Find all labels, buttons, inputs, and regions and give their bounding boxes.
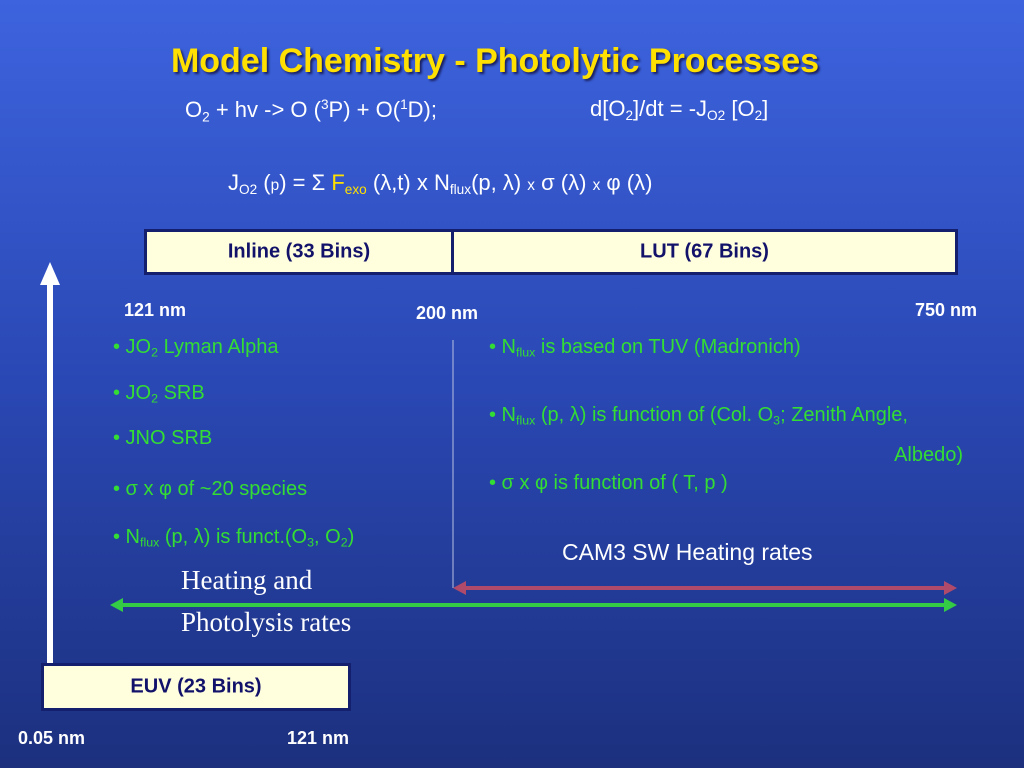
- heating-label: Photolysis rates: [181, 607, 352, 637]
- text-part: • σ x φ of ~20 species: [113, 478, 308, 500]
- wavelength-label: 200 nm: [416, 303, 479, 323]
- text-part: flux: [516, 413, 536, 428]
- text-part: • σ x φ is function of ( T, p ): [489, 472, 728, 494]
- text-part: ]: [762, 96, 769, 121]
- text-part: D);: [407, 97, 437, 123]
- text-part: exo: [344, 182, 367, 198]
- arrow-head: [40, 262, 60, 285]
- text-part: (λ,t) x N: [366, 170, 450, 195]
- text-part: [O: [725, 96, 755, 121]
- text-part: • JNO SRB: [113, 427, 213, 449]
- text-part: flux: [516, 345, 536, 360]
- text-part: is based on TUV (Madronich): [535, 336, 801, 358]
- text-part: (p, λ) is function of (Col. O: [535, 404, 774, 426]
- text-part: 2: [754, 108, 763, 124]
- heating-label: Heating and: [181, 565, 313, 595]
- text-part: 2: [340, 535, 348, 550]
- bin-label: Inline (33 Bins): [227, 240, 371, 263]
- equation: O2 + hv -> O (3P) + O(1D);: [185, 98, 437, 124]
- text-part: 3: [773, 413, 781, 428]
- text-part: 3: [307, 535, 315, 550]
- wavelength-label: 0.05 nm: [18, 728, 86, 748]
- bullet: • σ x φ is function of ( T, p ): [489, 473, 728, 493]
- text-part: ]/dt = -J: [633, 96, 708, 121]
- bin-box: Inline (33 Bins): [144, 229, 454, 275]
- text-part: J: [228, 170, 239, 195]
- text-part: ): [347, 526, 355, 548]
- equation: d[O2]/dt = -JO2 [O2]: [590, 98, 768, 123]
- text-part: x: [527, 177, 535, 194]
- text-part: O2: [707, 108, 726, 124]
- text-part: O2: [239, 182, 258, 198]
- text-part: 1: [400, 97, 408, 112]
- text-part: P) + O(: [328, 97, 401, 123]
- wavelength-label: 121 nm: [287, 728, 350, 748]
- text-part: ; Zenith Angle, Albedo): [780, 404, 963, 466]
- bullet: • σ x φ of ~20 species: [113, 479, 307, 499]
- text-part: + hv -> O (: [209, 97, 321, 123]
- text-part: SRB: [158, 382, 205, 404]
- text-part: flux: [140, 535, 160, 550]
- bullet: • JO2 Lyman Alpha: [113, 337, 278, 359]
- text-part: x: [592, 177, 601, 194]
- text-part: σ (λ): [535, 170, 593, 195]
- text-part: • JO: [113, 382, 152, 404]
- bullet: • Nflux is based on TUV (Madronich): [489, 337, 801, 359]
- text-part: φ (λ): [600, 170, 653, 195]
- text-part: F: [331, 170, 345, 195]
- bullet: • JNO SRB: [113, 428, 212, 448]
- text-part: • N: [489, 404, 517, 426]
- text-part: 3: [320, 97, 329, 112]
- bullet: • Nflux (p, λ) is funct.(O3, O2): [113, 527, 354, 549]
- bin-box: EUV (23 Bins): [41, 663, 351, 711]
- text-part: • N: [113, 526, 141, 548]
- text-part: ) = Σ: [279, 170, 332, 195]
- text-part: 2: [625, 108, 634, 124]
- text-part: , O: [314, 526, 341, 548]
- text-part: • JO: [113, 336, 152, 358]
- text-part: (p, λ): [471, 170, 528, 195]
- text-part: 2: [151, 345, 159, 360]
- text-part: Lyman Alpha: [158, 336, 279, 358]
- bin-box: LUT (67 Bins): [451, 229, 958, 275]
- text-part: 2: [151, 391, 159, 406]
- bullet: • JO2 SRB: [113, 383, 205, 405]
- text-part: (p, λ) is funct.(O: [159, 526, 308, 548]
- cam3-label: CAM3 SW Heating rates: [562, 539, 813, 565]
- bin-label: LUT (67 Bins): [640, 240, 769, 263]
- bin-label: EUV (23 Bins): [130, 675, 262, 698]
- text-part: O: [185, 97, 203, 123]
- text-part: p: [270, 177, 280, 194]
- wavelength-label: 121 nm: [124, 300, 187, 320]
- title: Model Chemistry - Photolytic Processes: [170, 42, 820, 80]
- text-part: d[O: [590, 96, 626, 121]
- text-part: flux: [449, 182, 472, 198]
- text-part: • N: [489, 336, 517, 358]
- equation: JO2 (p) = Σ Fexo (λ,t) x Nflux(p, λ) x σ…: [228, 172, 652, 197]
- text-part: 2: [202, 109, 210, 125]
- text-part: (: [257, 170, 271, 195]
- bullet: • Nflux (p, λ) is function of (Col. O3; …: [489, 398, 963, 472]
- wavelength-label: 750 nm: [915, 300, 978, 320]
